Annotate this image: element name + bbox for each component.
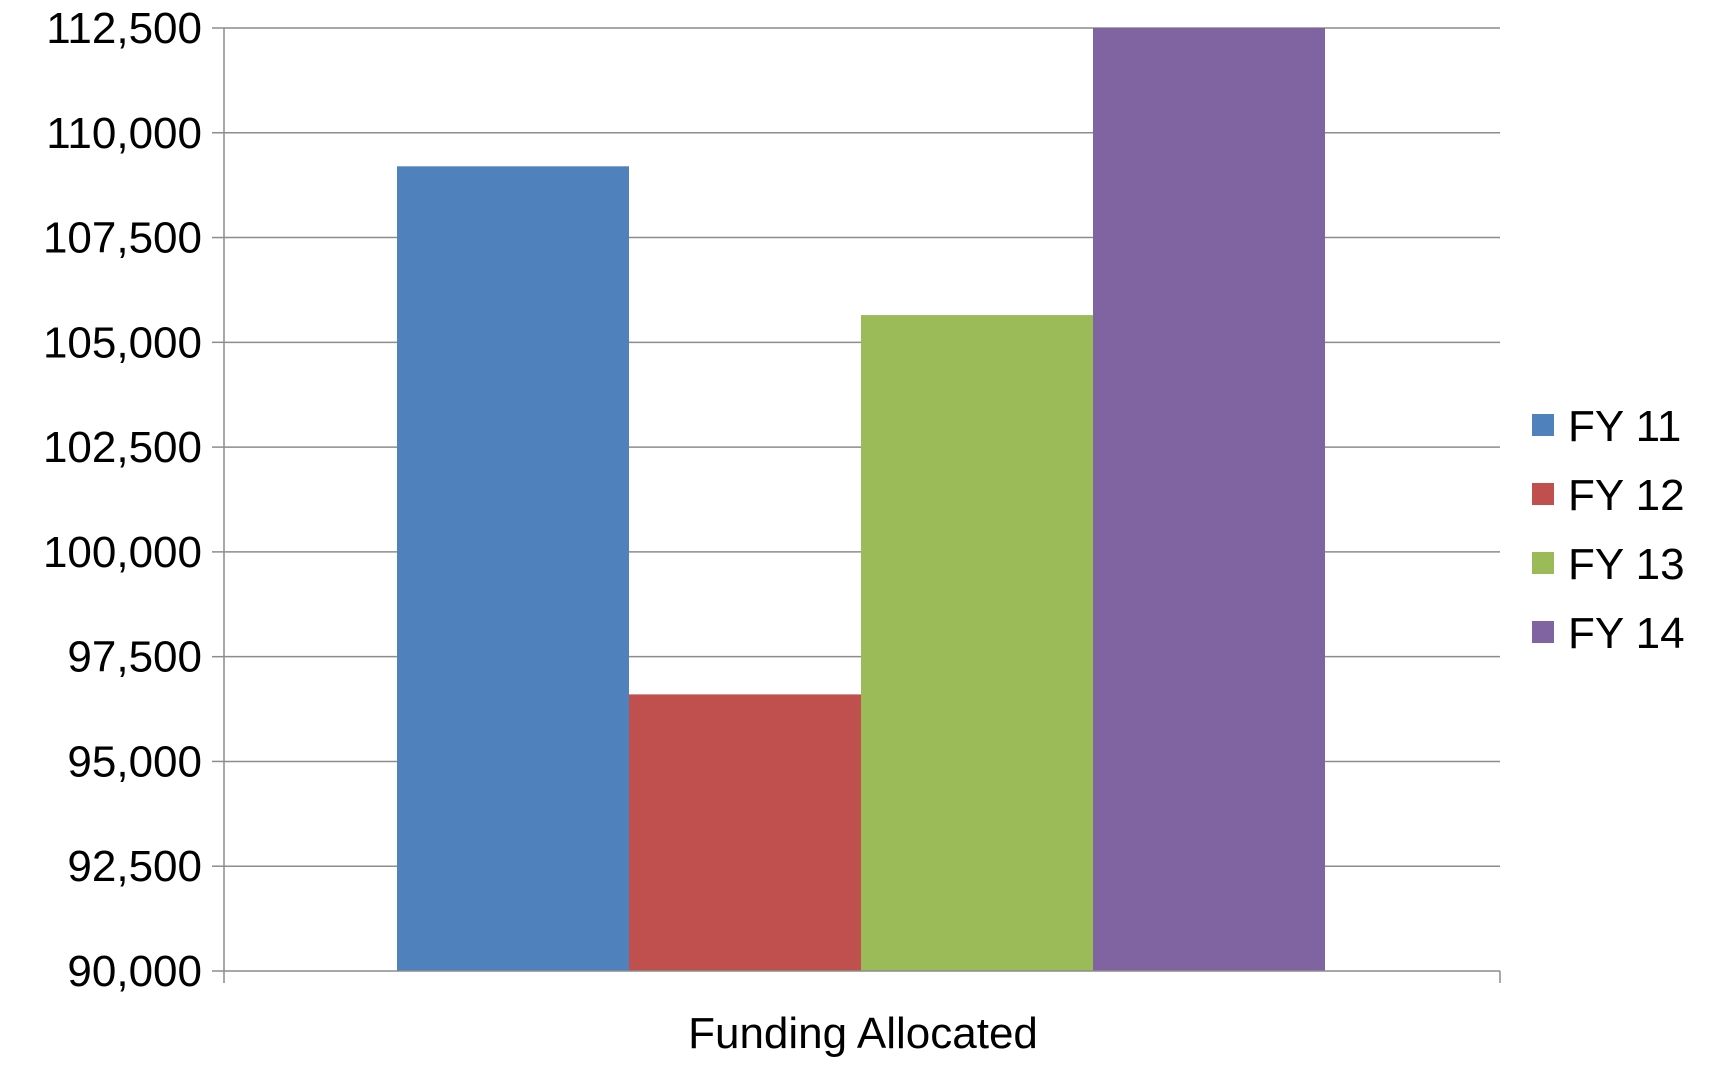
bars [397,28,1325,972]
y-tick-label: 102,500 [43,423,202,472]
legend-swatch [1532,621,1554,643]
y-axis-ticks: 90,000 92,500 95,000 97,500 100,000 102,500 10… [43,4,224,996]
bar-fy-13 [861,315,1093,971]
legend-swatch [1532,483,1554,505]
y-tick-label: 107,500 [43,214,202,263]
legend-label: FY 12 [1568,471,1685,520]
y-tick-label: 95,000 [67,737,202,786]
y-tick-label: 90,000 [67,947,202,996]
legend-swatch [1532,552,1554,574]
y-tick-label: 112,500 [46,4,202,53]
bar-fy-14 [1093,28,1325,971]
legend-label: FY 11 [1568,402,1681,451]
y-tick-label: 105,000 [43,318,202,367]
legend-swatch [1532,414,1554,436]
legend-label: FY 13 [1568,540,1685,589]
y-tick-label: 92,500 [67,842,202,891]
x-axis-labels: Funding Allocated [688,1009,1038,1058]
axes [223,28,1501,983]
bar-fy-11 [397,166,629,972]
y-tick-label: 100,000 [43,528,202,577]
y-tick-label: 110,000 [46,109,202,158]
x-category-label: Funding Allocated [688,1009,1038,1058]
legend-label: FY 14 [1568,609,1685,658]
y-tick-label: 97,500 [67,633,202,682]
bar-fy-12 [629,694,861,971]
legend: FY 11 FY 12 FY 13 FY 14 [1532,402,1685,658]
